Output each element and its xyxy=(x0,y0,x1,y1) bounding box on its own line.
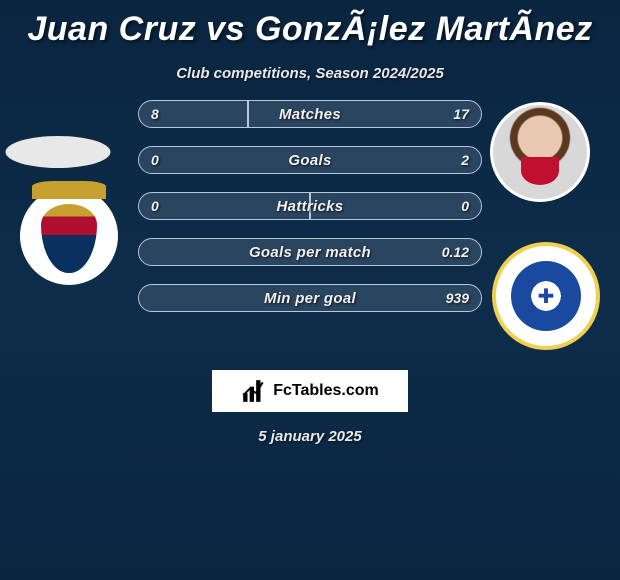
club-badge-right xyxy=(492,242,600,350)
brand-logo-icon xyxy=(241,378,267,404)
stat-row: Matches8 17 xyxy=(138,100,482,128)
stat-value-right: 0.12 xyxy=(442,239,469,265)
stat-value-right: 0 xyxy=(461,193,469,219)
stat-value-left: 8 xyxy=(151,101,159,127)
stat-value-right: 17 xyxy=(453,101,469,127)
stat-label: Matches xyxy=(139,101,481,127)
player-photo-left xyxy=(6,136,111,168)
stat-row: Goals per match0.12 xyxy=(138,238,482,266)
stat-value-left: 0 xyxy=(151,193,159,219)
stat-value-right: 2 xyxy=(461,147,469,173)
stat-row: Goals0 2 xyxy=(138,146,482,174)
page-title: Juan Cruz vs GonzÃ¡lez MartÃ­nez xyxy=(0,0,620,49)
subtitle: Club competitions, Season 2024/2025 xyxy=(0,65,620,82)
brand-box: FcTables.com xyxy=(212,370,408,412)
club-badge-left xyxy=(20,187,118,285)
stat-row: Hattricks0 0 xyxy=(138,192,482,220)
stat-label: Goals xyxy=(139,147,481,173)
stat-value-left: 0 xyxy=(151,147,159,173)
date-text: 5 january 2025 xyxy=(0,428,620,445)
compare-area: Matches817Goals02Hattricks00Goals per ma… xyxy=(0,112,620,372)
stat-label: Hattricks xyxy=(139,193,481,219)
stat-label: Min per goal xyxy=(139,285,481,311)
stat-value-right: 939 xyxy=(446,285,469,311)
brand-text: FcTables.com xyxy=(273,382,379,400)
stat-rows: Matches817Goals02Hattricks00Goals per ma… xyxy=(138,100,482,330)
stat-label: Goals per match xyxy=(139,239,481,265)
stat-row: Min per goal939 xyxy=(138,284,482,312)
player-photo-right xyxy=(490,102,590,202)
